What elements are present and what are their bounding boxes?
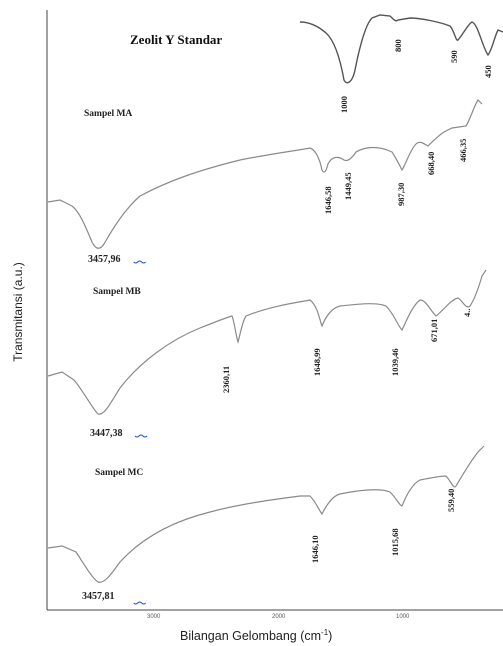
- peak-label-mc-1646: 1646,10: [310, 535, 320, 563]
- y-axis-label: Transmitansi (a.u.): [11, 262, 25, 362]
- peak-label-ma-1646: 1646,58: [323, 186, 333, 214]
- series-line-mb: [47, 269, 487, 415]
- series-name-ma: Sampel MA: [84, 109, 132, 119]
- series-name-mc: Sampel MC: [95, 468, 143, 478]
- peak-label-zeolit-450: 450: [483, 65, 493, 78]
- peak-label-zeolit-590: 590: [449, 50, 459, 63]
- peak-label-mc-559: 559,40: [446, 489, 456, 512]
- series-line-mc: [47, 445, 485, 583]
- series-line-ma: [47, 99, 483, 249]
- peak-label-zeolit-800: 800: [393, 39, 403, 52]
- peak-label-mb-466: 4..: [462, 309, 472, 318]
- peak-label-ma-3457: 3457,96: [88, 254, 121, 265]
- x-tick-label-1000: 1000: [396, 614, 410, 620]
- peak-label-mb-671: 671,01: [429, 319, 439, 342]
- peak-label-ma-466: 466,35: [458, 139, 468, 162]
- x-axis-label-text: Bilangan Gelombang (cm: [180, 629, 321, 643]
- x-axis-label: Bilangan Gelombang (cm-1): [180, 628, 332, 643]
- x-tick-label-3000: 3000: [147, 614, 161, 620]
- x-axis-label-superscript: -1: [321, 628, 329, 637]
- peak-label-mb-1039: 1039,46: [390, 348, 400, 376]
- series-name-zeolit: Zeolit Y Standar: [130, 32, 222, 47]
- peak-marker-2: [134, 434, 148, 438]
- peak-label-ma-668: 668,40: [426, 152, 436, 175]
- peak-label-zeolit-1000: 1000: [339, 96, 349, 113]
- x-tick-label-2000: 2000: [272, 614, 286, 620]
- peak-marker-1: [133, 260, 147, 264]
- peak-label-ma-987: 987,30: [396, 183, 406, 206]
- peak-label-mb-1648: 1648,99: [312, 348, 322, 376]
- x-axis-label-close: ): [328, 629, 332, 643]
- series-line-zeolit: [299, 14, 503, 84]
- peak-label-mb-3447: 3447,38: [90, 428, 123, 439]
- peak-label-ma-1449: 1449,45: [343, 172, 353, 200]
- peak-label-mc-3457: 3457,81: [82, 591, 115, 602]
- series-name-mb: Sampel MB: [93, 287, 141, 297]
- peak-label-mb-2360: 2360,11: [221, 366, 231, 393]
- peak-marker-3: [133, 601, 147, 605]
- peak-label-mc-1015: 1015,68: [390, 528, 400, 556]
